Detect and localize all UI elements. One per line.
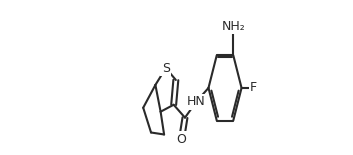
- Text: NH₂: NH₂: [221, 20, 245, 33]
- Text: S: S: [162, 62, 170, 75]
- Text: O: O: [176, 133, 186, 146]
- Text: HN: HN: [187, 95, 206, 108]
- Text: F: F: [250, 81, 257, 94]
